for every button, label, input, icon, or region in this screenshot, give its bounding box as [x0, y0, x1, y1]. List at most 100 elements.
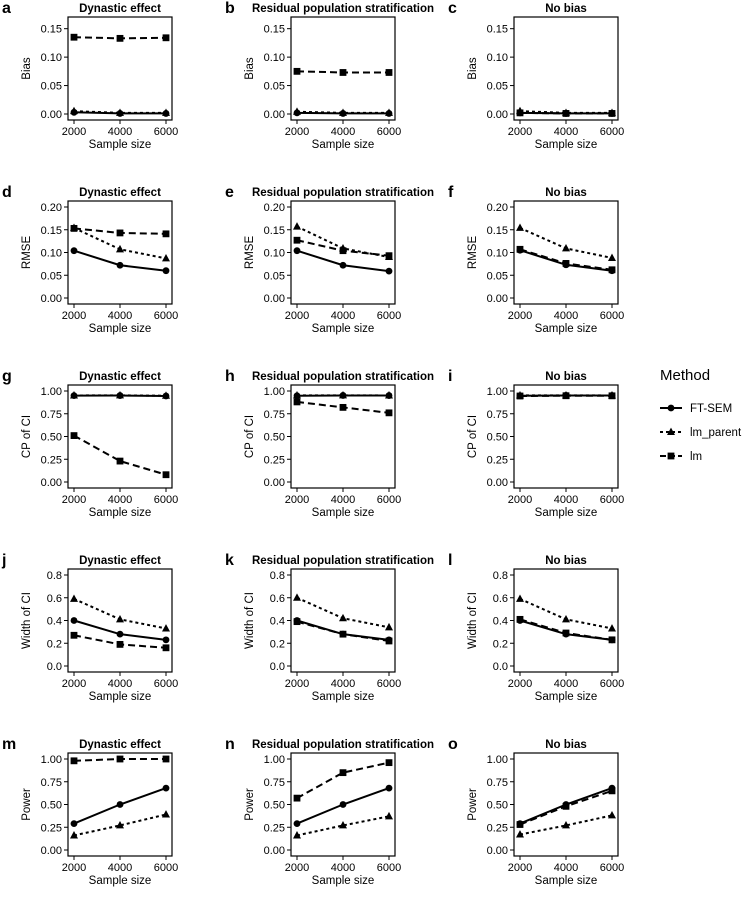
- x-axis-label: Sample size: [89, 875, 152, 887]
- point-lm: [562, 260, 570, 267]
- y-tick-label: 0.8: [47, 570, 62, 582]
- x-axis-label: Sample size: [535, 875, 598, 887]
- y-tick-label: 0.20: [264, 202, 285, 214]
- panel-title: No bias: [545, 739, 587, 751]
- y-tick-label: 0.15: [41, 225, 62, 237]
- x-tick-label: 2000: [62, 494, 86, 506]
- point-lm: [385, 409, 393, 417]
- x-tick-label: 4000: [108, 678, 132, 690]
- x-tick-label: 4000: [108, 310, 132, 322]
- point-lm: [516, 245, 524, 253]
- panel-k: k Residual population stratification 0.0 0.…: [225, 552, 434, 703]
- x-tick-label: 6000: [600, 494, 624, 506]
- x-tick-label: 6000: [154, 126, 178, 138]
- x-tick-label: 2000: [508, 494, 532, 506]
- panel-letter: i: [448, 368, 452, 385]
- y-tick-label: 0.05: [264, 81, 285, 93]
- y-tick-label: 1.00: [487, 754, 508, 766]
- point-lm_parent: [608, 624, 616, 632]
- y-tick-label: 0.15: [41, 24, 62, 36]
- y-tick-label: 0.00: [487, 293, 508, 305]
- x-axis-label: Sample size: [89, 323, 152, 335]
- y-tick-label: 0.75: [41, 409, 62, 421]
- y-tick-label: 0.6: [270, 593, 285, 605]
- legend-key-triangle: [667, 427, 675, 435]
- point-lm: [162, 230, 170, 238]
- panel-letter: e: [225, 184, 234, 201]
- y-tick-label: 0.00: [487, 109, 508, 121]
- x-tick-label: 2000: [508, 678, 532, 690]
- point-lm: [162, 34, 170, 42]
- x-tick-label: 2000: [285, 310, 309, 322]
- point-lm: [562, 392, 570, 400]
- point-lm: [339, 630, 347, 638]
- x-tick-label: 4000: [331, 494, 355, 506]
- x-tick-label: 2000: [508, 862, 532, 874]
- panel-title: Dynastic effect: [79, 739, 161, 751]
- y-tick-label: 0.00: [264, 477, 285, 489]
- y-tick-label: 0.05: [487, 270, 508, 282]
- legend-label: FT-SEM: [690, 403, 732, 415]
- panel-frame: [67, 16, 173, 121]
- point-lm: [339, 247, 347, 255]
- point-lm: [339, 403, 347, 411]
- y-tick-label: 0.00: [264, 293, 285, 305]
- y-tick-label: 0.10: [487, 248, 508, 260]
- x-axis-label: Sample size: [312, 323, 375, 335]
- series-line-lm_parent: [519, 814, 613, 836]
- point-FT-SEM: [116, 801, 124, 808]
- legend-label: lm_parent: [690, 427, 742, 439]
- panel-g: g Dynastic effect 0.00 0.25 0.50 0.75 1.00 CP o…: [2, 368, 178, 519]
- point-lm_parent: [339, 108, 347, 116]
- x-tick-label: 2000: [285, 126, 309, 138]
- y-axis-label: Bias: [21, 57, 33, 80]
- panel-letter: b: [225, 0, 235, 17]
- legend-key-square: [667, 452, 675, 460]
- x-tick-label: 6000: [154, 678, 178, 690]
- series-line-lm_parent: [73, 813, 167, 837]
- point-lm_parent: [293, 107, 301, 115]
- point-lm_parent: [385, 811, 393, 820]
- point-lm_parent: [70, 594, 78, 602]
- point-lm: [70, 432, 78, 439]
- x-tick-label: 2000: [508, 126, 532, 138]
- point-FT-SEM: [385, 784, 393, 792]
- y-tick-label: 0.6: [47, 593, 62, 605]
- panel-a: a Dynastic effect 0.00 0.05 0.10 0.15 Bias 2000…: [2, 0, 178, 151]
- panel-d: d Dynastic effect 0.00 0.05 0.10 0.15 0.20 RMSE…: [2, 184, 178, 335]
- point-lm: [293, 794, 301, 802]
- x-tick-label: 2000: [508, 310, 532, 322]
- point-lm_parent: [339, 821, 347, 829]
- y-axis-label: RMSE: [244, 236, 256, 270]
- x-tick-label: 2000: [62, 126, 86, 138]
- point-lm: [293, 398, 301, 406]
- y-tick-label: 0.6: [493, 593, 508, 605]
- y-tick-label: 0.10: [41, 52, 62, 64]
- x-tick-label: 2000: [62, 678, 86, 690]
- y-tick-label: 0.05: [487, 81, 508, 93]
- x-tick-label: 2000: [285, 678, 309, 690]
- y-tick-label: 0.00: [487, 845, 508, 857]
- x-tick-label: 4000: [331, 862, 355, 874]
- panel-h: h Residual population stratification 0.00 0…: [225, 368, 434, 519]
- panel-letter: d: [2, 184, 12, 201]
- y-tick-label: 0.00: [41, 845, 62, 857]
- y-tick-label: 0.25: [264, 822, 285, 834]
- point-lm: [116, 229, 124, 237]
- y-axis-label: Width of CI: [21, 592, 33, 649]
- point-lm_parent: [162, 254, 170, 262]
- point-lm_parent: [162, 391, 170, 399]
- panel-letter: j: [1, 552, 6, 569]
- y-tick-label: 0.10: [487, 52, 508, 64]
- point-lm_parent: [116, 244, 124, 253]
- point-lm: [70, 757, 78, 765]
- x-tick-label: 2000: [62, 862, 86, 874]
- x-tick-label: 4000: [554, 310, 578, 322]
- x-tick-label: 4000: [108, 494, 132, 506]
- y-tick-label: 0.0: [493, 661, 508, 673]
- x-tick-label: 4000: [554, 494, 578, 506]
- y-tick-label: 0.4: [47, 616, 62, 628]
- y-tick-label: 0.4: [493, 616, 508, 628]
- y-tick-label: 0.05: [264, 270, 285, 282]
- x-tick-label: 2000: [285, 494, 309, 506]
